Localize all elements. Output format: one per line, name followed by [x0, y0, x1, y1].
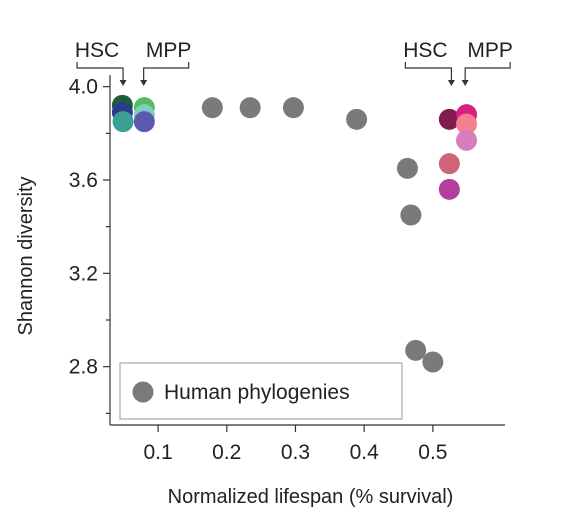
- data-point: [133, 111, 155, 133]
- annotation-arrowhead: [447, 80, 455, 86]
- data-point: [239, 97, 261, 119]
- data-point: [438, 153, 460, 175]
- annotation-bracket: [76, 62, 124, 81]
- annotation-arrowhead: [119, 80, 127, 86]
- y-axis-ticks: 2.8 3.2 3.6 4.0: [69, 76, 110, 414]
- data-point: [396, 157, 418, 179]
- x-axis-title: Normalized lifespan (% survival): [168, 486, 454, 508]
- x-tick-label: 0.2: [212, 441, 241, 464]
- y-tick-label: 4.0: [69, 76, 98, 99]
- y-tick-label: 3.2: [69, 262, 98, 285]
- y-tick-label: 3.6: [69, 169, 98, 192]
- annotation-arrowhead: [140, 80, 148, 86]
- data-point: [282, 97, 304, 119]
- x-tick-label: 0.3: [281, 441, 310, 464]
- annotations: HSC MPP HSC MPP: [75, 39, 513, 86]
- annotation-hsc-right: HSC: [403, 39, 447, 62]
- data-points: [111, 94, 478, 373]
- y-tick-label: 2.8: [69, 356, 98, 379]
- annotation-bracket: [404, 62, 453, 81]
- legend-label: Human phylogenies: [164, 381, 350, 404]
- legend: Human phylogenies: [119, 362, 403, 420]
- legend-marker: [132, 381, 154, 403]
- annotation-mpp-left: MPP: [146, 39, 192, 62]
- data-point: [201, 97, 223, 119]
- x-tick-label: 0.4: [350, 441, 380, 464]
- data-point: [456, 113, 478, 135]
- data-point: [400, 204, 422, 226]
- annotation-bracket: [143, 62, 190, 81]
- data-point: [438, 108, 460, 130]
- y-axis-title: Shannon diversity: [15, 177, 37, 336]
- annotation-bracket: [464, 62, 511, 81]
- annotation-arrowhead: [461, 80, 469, 86]
- data-point: [346, 108, 368, 130]
- x-axis-ticks: 0.1 0.2 0.3 0.4 0.5: [143, 425, 447, 464]
- data-point: [405, 339, 427, 361]
- data-point: [422, 351, 444, 373]
- data-point: [456, 129, 478, 151]
- annotation-mpp-right: MPP: [467, 39, 513, 62]
- data-point: [112, 111, 134, 133]
- legend-box: [119, 362, 403, 420]
- data-point: [438, 178, 460, 200]
- x-tick-label: 0.1: [143, 441, 172, 464]
- annotation-hsc-left: HSC: [75, 39, 119, 62]
- x-tick-label: 0.5: [418, 441, 447, 464]
